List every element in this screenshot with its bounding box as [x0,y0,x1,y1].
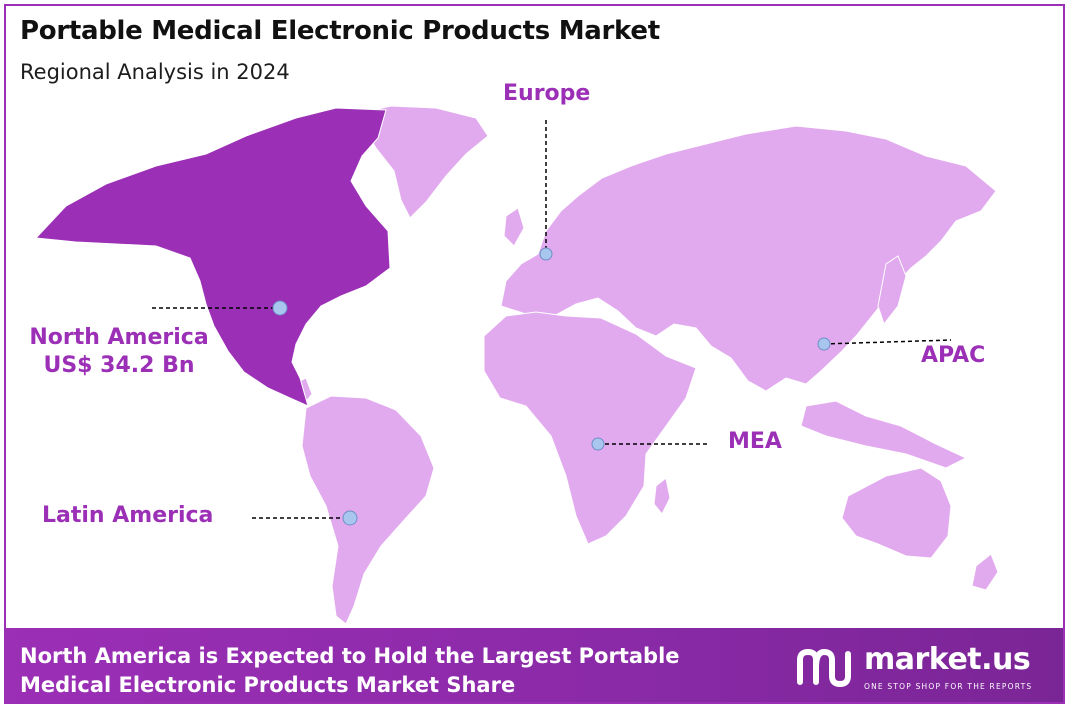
southeast-asia-islands-land [800,400,968,469]
brand-logo: market.us ONE STOP SHOP FOR THE REPORTS [794,642,1044,698]
page-title: Portable Medical Electronic Products Mar… [20,16,660,46]
market-us-logo-icon [797,649,851,687]
new-zealand-land [971,553,999,591]
footer-line-1: North America is Expected to Hold the La… [20,644,680,668]
africa-land [483,311,697,545]
north-america-land [34,107,391,407]
world-map [34,105,999,625]
europe-marker [539,247,553,261]
north-america-label: North America [29,325,209,350]
north-america-marker [272,300,288,316]
uk-land [503,207,525,247]
north-america-label-block: North America US$ 34.2 Bn [14,324,224,380]
mea-label: MEA [728,429,782,454]
eurasia-land [500,125,997,392]
infographic-frame: Portable Medical Electronic Products Mar… [4,4,1065,704]
australia-land [841,467,952,559]
japan-land [877,255,907,326]
footer-line-2: Medical Electronic Products Market Share [20,673,516,697]
north-america-value: US$ 34.2 Bn [43,353,195,378]
south-america-land [301,395,435,625]
footer-banner: North America is Expected to Hold the La… [6,628,1063,702]
brand-name: market.us [864,642,1031,677]
footer-headline: North America is Expected to Hold the La… [20,642,680,700]
europe-label: Europe [503,81,591,106]
page-subtitle: Regional Analysis in 2024 [20,60,290,84]
latin-america-marker [342,510,358,526]
brand-tagline: ONE STOP SHOP FOR THE REPORTS [864,682,1033,691]
latin-america-label: Latin America [42,503,214,528]
apac-label: APAC [921,343,986,368]
greenland-land [355,105,489,219]
apac-leader-line [823,339,952,345]
mea-marker [591,437,605,451]
apac-marker [817,337,831,351]
madagascar-land [653,477,671,515]
